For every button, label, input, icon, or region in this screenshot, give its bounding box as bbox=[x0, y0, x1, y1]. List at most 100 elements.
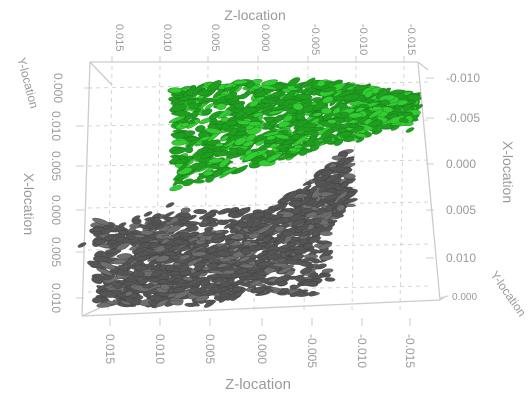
glyph-gray bbox=[117, 293, 126, 298]
glyph-gray bbox=[321, 268, 334, 274]
x-right-tick-label: 0.000 bbox=[446, 157, 476, 171]
glyph-green bbox=[207, 158, 224, 164]
glyph-gray bbox=[108, 244, 118, 250]
glyph-gray bbox=[131, 271, 145, 277]
glyph-green bbox=[188, 102, 200, 110]
glyph-gray bbox=[324, 277, 336, 282]
glyph-green bbox=[192, 83, 205, 94]
glyph-gray bbox=[151, 217, 161, 223]
glyph-gray bbox=[332, 212, 344, 218]
glyph-gray bbox=[204, 299, 216, 304]
glyph-green bbox=[206, 80, 222, 92]
box-edge bbox=[417, 61, 429, 71]
glyph-green bbox=[228, 85, 240, 94]
glyph-gray bbox=[307, 248, 323, 254]
glyph-green bbox=[168, 87, 182, 94]
glyph-gray bbox=[203, 230, 213, 237]
glyph-green bbox=[283, 90, 296, 101]
glyph-gray bbox=[217, 208, 232, 215]
glyph-green bbox=[293, 135, 308, 147]
glyph-gray bbox=[148, 300, 158, 307]
z-bottom-tick-label: 0.015 bbox=[103, 334, 117, 364]
glyph-gray bbox=[209, 270, 225, 275]
glyph-gray bbox=[165, 264, 175, 271]
box-edge bbox=[81, 61, 91, 317]
glyph-gray bbox=[293, 249, 307, 255]
glyph-gray bbox=[166, 276, 176, 283]
glyph-gray bbox=[165, 202, 175, 208]
glyph-green bbox=[337, 103, 348, 110]
glyph-green bbox=[234, 137, 247, 146]
glyph-green bbox=[298, 148, 309, 156]
x-right-tick-label: -0.005 bbox=[446, 111, 480, 125]
glyph-gray bbox=[125, 233, 136, 240]
z-top-tick-label: 0.010 bbox=[161, 24, 173, 52]
glyph-gray bbox=[167, 224, 182, 233]
glyph-gray bbox=[218, 296, 228, 303]
glyph-gray bbox=[319, 230, 333, 236]
glyph-gray bbox=[303, 242, 313, 249]
glyph-gray bbox=[341, 167, 351, 173]
glyph-green bbox=[350, 126, 365, 133]
glyph-green bbox=[270, 91, 283, 98]
glyph-gray bbox=[313, 274, 326, 279]
glyph-gray bbox=[99, 290, 118, 298]
z-axis-bottom-title: Z-location bbox=[225, 376, 291, 393]
glyph-gray bbox=[179, 270, 191, 276]
glyph-green bbox=[270, 105, 288, 111]
glyph-green bbox=[238, 93, 249, 100]
glyph-gray bbox=[210, 232, 226, 240]
glyph-gray bbox=[105, 300, 117, 305]
box-edge bbox=[81, 307, 101, 317]
glyph-green bbox=[269, 120, 278, 127]
glyph-gray bbox=[306, 199, 316, 206]
glyph-gray bbox=[140, 230, 154, 236]
glyph-gray bbox=[274, 225, 285, 232]
glyph-green bbox=[255, 140, 264, 146]
x-right-tick-label: 0.005 bbox=[446, 203, 476, 217]
glyph-green bbox=[329, 99, 337, 107]
glyph-green bbox=[355, 115, 370, 126]
glyph-green bbox=[397, 93, 406, 100]
x-right-tick-label: 0.010 bbox=[446, 251, 476, 265]
glyph-green bbox=[295, 93, 313, 100]
glyph-gray bbox=[188, 225, 199, 232]
glyph-green bbox=[257, 142, 272, 151]
glyph-gray bbox=[202, 254, 217, 260]
glyph-green bbox=[208, 111, 222, 120]
glyph-green bbox=[245, 81, 255, 89]
glyph-green bbox=[312, 112, 322, 117]
glyph-gray bbox=[298, 238, 308, 245]
box-edge bbox=[417, 61, 441, 301]
z-bottom-tick-label: 0.000 bbox=[255, 334, 269, 364]
glyph-green bbox=[225, 119, 238, 126]
glyph-green bbox=[287, 77, 301, 87]
glyph-green bbox=[172, 132, 186, 139]
glyph-gray bbox=[250, 286, 266, 294]
glyph-gray bbox=[318, 243, 332, 250]
glyph-green bbox=[307, 79, 320, 87]
glyph-gray bbox=[142, 283, 155, 289]
grid-line bbox=[87, 81, 433, 89]
glyph-gray bbox=[168, 244, 181, 252]
z-bottom-tick-label: 0.005 bbox=[203, 334, 217, 364]
glyph-green bbox=[288, 147, 298, 152]
glyph-green bbox=[170, 99, 181, 105]
glyph-gray bbox=[160, 284, 170, 291]
glyph-gray bbox=[300, 257, 315, 262]
glyph-gray bbox=[291, 219, 306, 226]
y-axis-bottomright-title: Y-location bbox=[488, 268, 528, 319]
glyph-gray bbox=[200, 279, 210, 287]
glyph-gray bbox=[143, 211, 153, 217]
z-bottom-tick-label: -0.010 bbox=[355, 334, 369, 368]
glyph-green bbox=[234, 165, 248, 174]
glyph-green bbox=[217, 109, 230, 119]
glyph-gray bbox=[217, 219, 226, 226]
glyph-gray bbox=[190, 292, 204, 297]
glyph-gray bbox=[193, 209, 208, 215]
z-top-tick-label: 0.005 bbox=[209, 24, 221, 52]
x-left-tick-label: 0.010 bbox=[49, 111, 63, 141]
glyph-gray bbox=[291, 253, 305, 261]
glyph-gray bbox=[164, 251, 177, 257]
glyph-gray bbox=[233, 290, 244, 298]
